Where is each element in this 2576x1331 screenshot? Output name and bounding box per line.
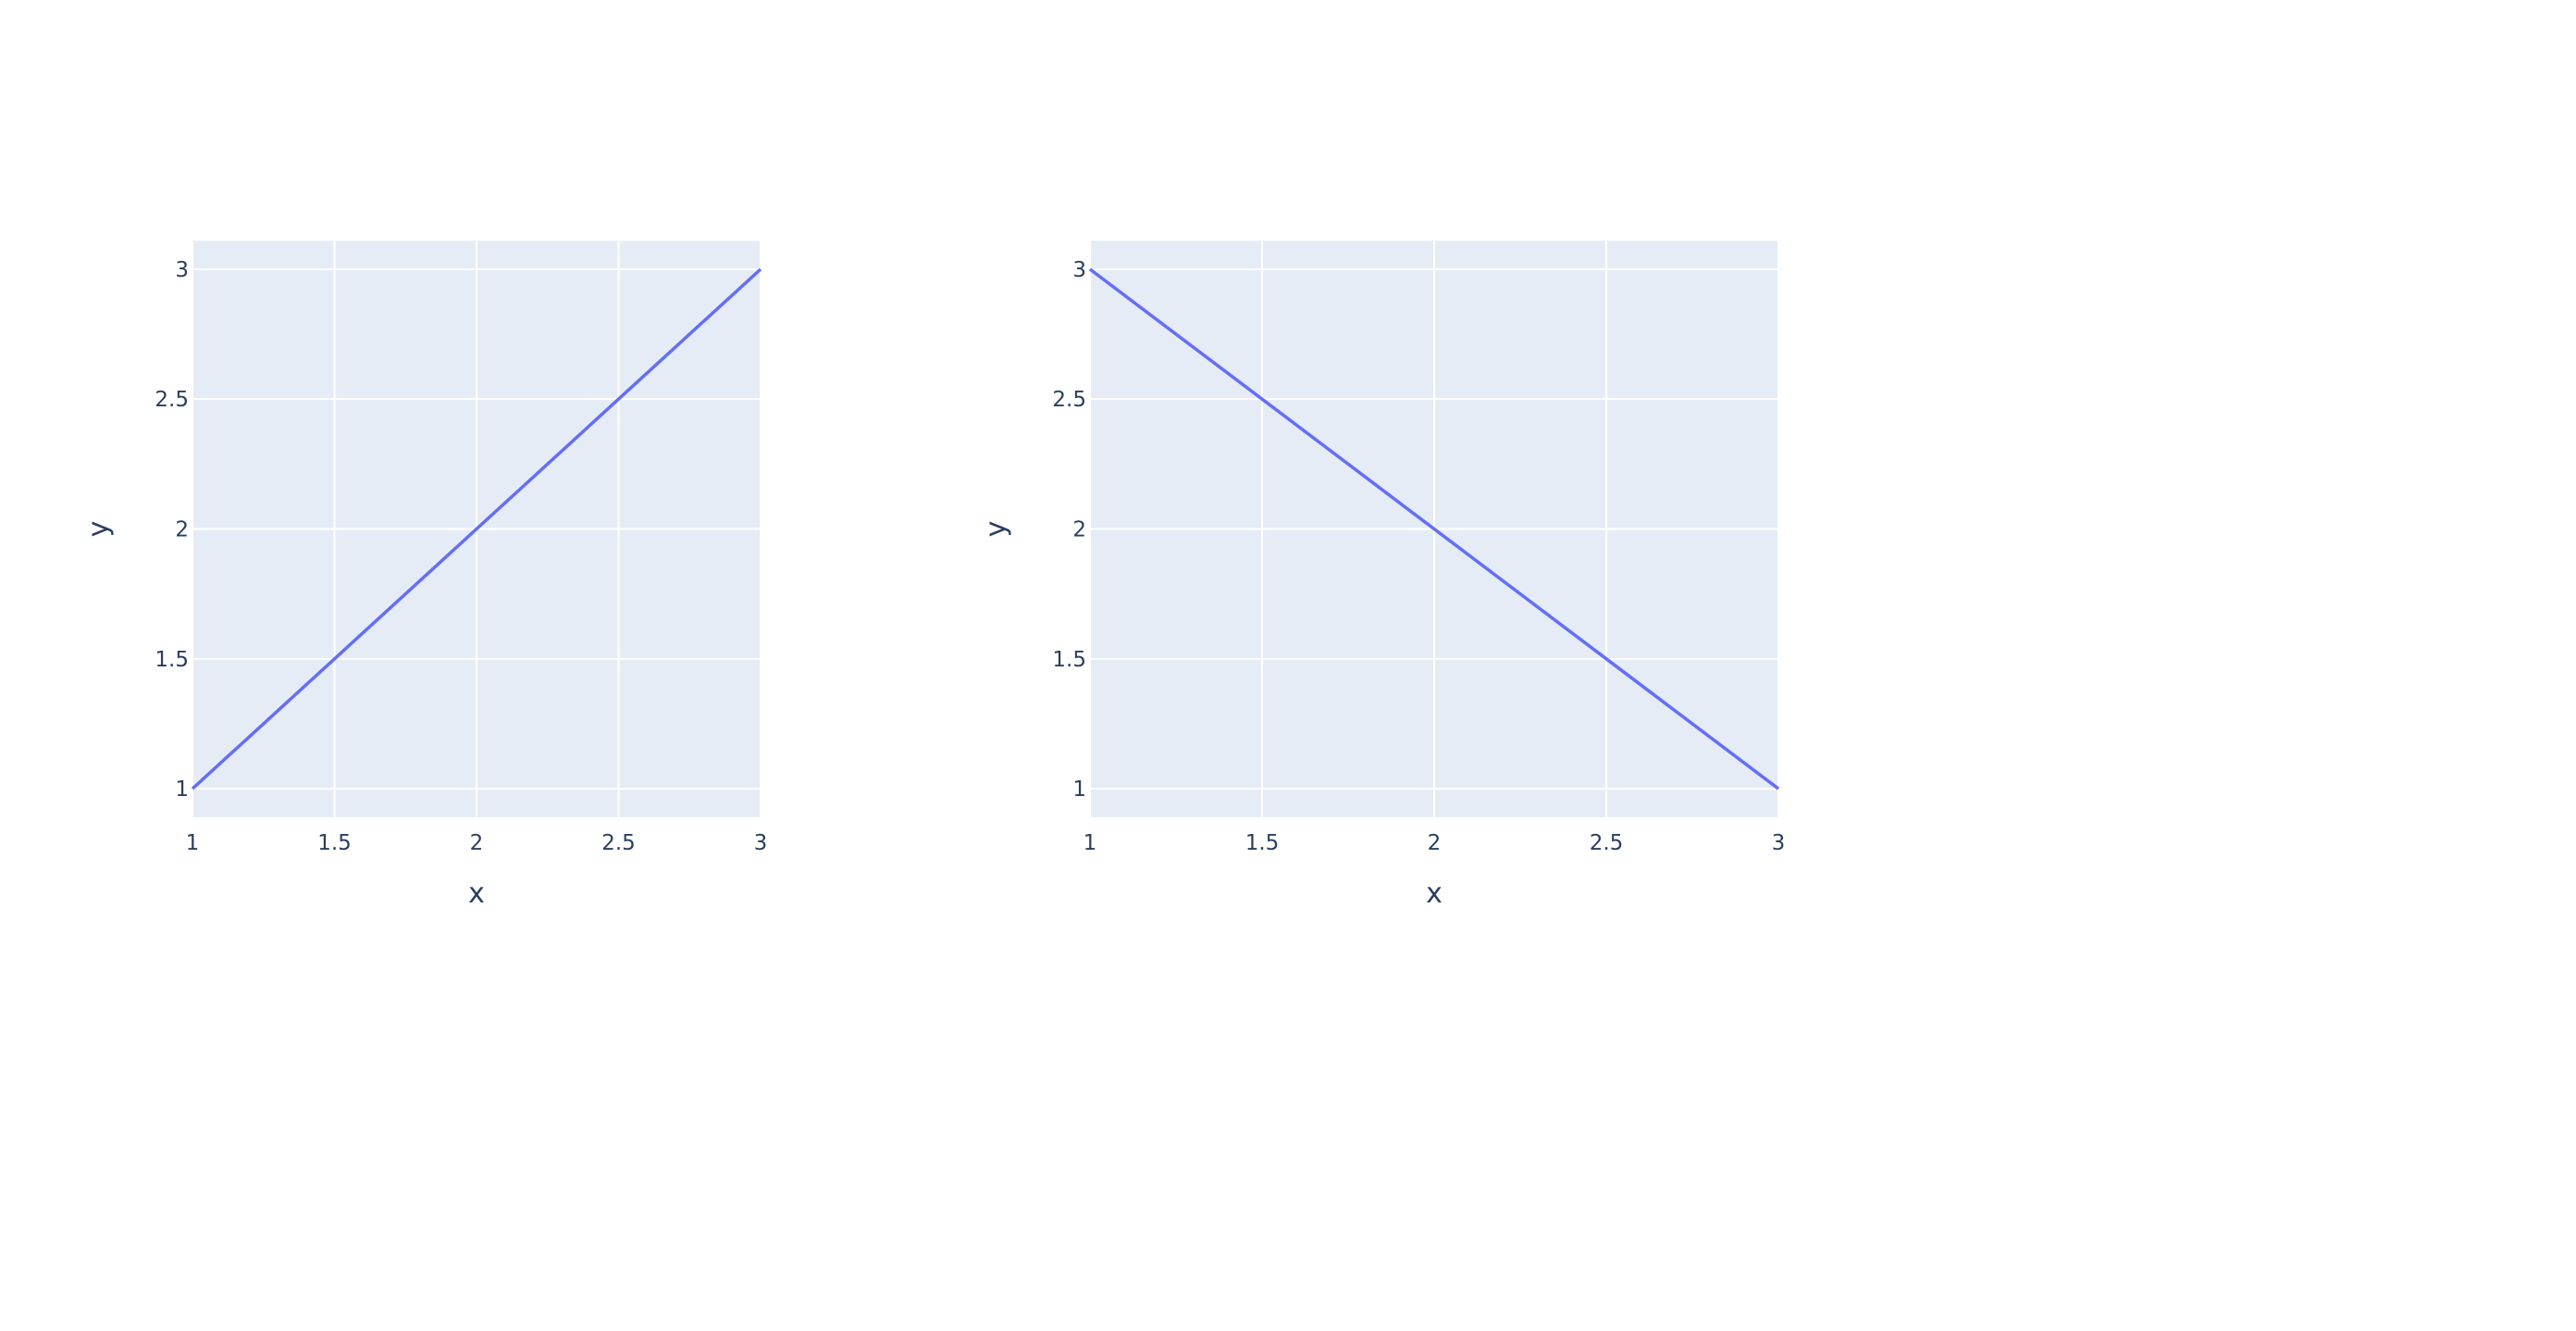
- x-tick-label: 1: [186, 831, 200, 855]
- x-tick-label: 2: [470, 831, 484, 855]
- series-line: [191, 267, 762, 790]
- y-tick-label: 2: [1072, 518, 1086, 542]
- x-tick-label: 1: [1084, 831, 1097, 855]
- x-axis-title: x: [1426, 877, 1443, 910]
- y-tick-label: 1.5: [1052, 648, 1086, 672]
- y-tick-label: 1.5: [155, 648, 189, 672]
- subplot-1: 1 1.5 2 2.5 3 1 1.5 2 2.5 3 x y: [82, 241, 767, 910]
- y-tick-label: 2.5: [155, 388, 189, 412]
- x-axis-title: x: [468, 877, 485, 910]
- y-axis-title: y: [980, 521, 1012, 538]
- x-tick-label: 1.5: [317, 831, 352, 855]
- y-axis-title: y: [82, 521, 115, 538]
- y-tick-label: 2.5: [1052, 388, 1086, 412]
- y-tick-label: 3: [175, 258, 189, 282]
- subplot-2: 1 1.5 2 2.5 3 1 1.5 2 2.5 3 x y: [980, 241, 1785, 910]
- x-tick-label: 2: [1428, 831, 1442, 855]
- x-tick-label: 1.5: [1245, 831, 1280, 855]
- y-tick-label: 3: [1072, 258, 1086, 282]
- x-tick-label: 3: [1772, 831, 1786, 855]
- x-tick-label: 3: [754, 831, 768, 855]
- x-tick-label: 2.5: [601, 831, 636, 855]
- y-tick-label: 1: [1072, 777, 1086, 802]
- y-tick-label: 2: [175, 518, 189, 542]
- x-tick-label: 2.5: [1590, 831, 1624, 855]
- y-tick-label: 1: [175, 777, 189, 802]
- series-line: [1088, 267, 1780, 790]
